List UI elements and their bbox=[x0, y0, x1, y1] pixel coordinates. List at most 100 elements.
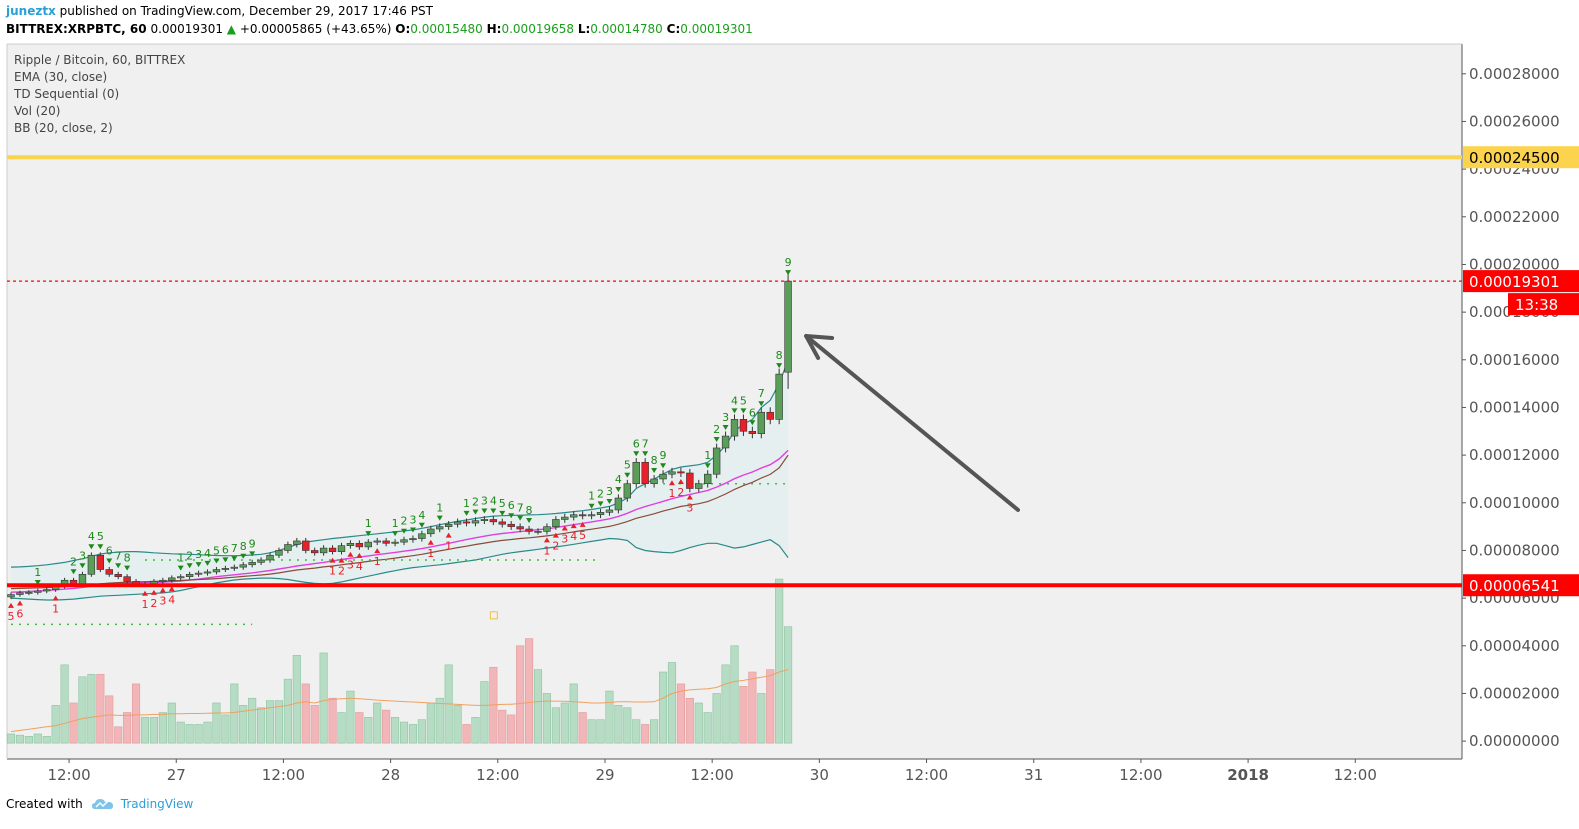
tradingview-logo-icon bbox=[91, 799, 113, 809]
td-count-label: 3 bbox=[79, 549, 86, 562]
candle bbox=[436, 526, 444, 530]
volume-bar bbox=[408, 724, 417, 744]
volume-bar bbox=[301, 683, 310, 744]
candle bbox=[293, 540, 301, 545]
td-up-triangle-icon bbox=[150, 589, 157, 595]
volume-bar bbox=[274, 700, 284, 744]
tradingview-link[interactable]: TradingView bbox=[120, 797, 194, 811]
td-down-triangle-icon bbox=[481, 508, 488, 514]
candle bbox=[409, 538, 417, 541]
x-tick-label: 2018 bbox=[1227, 766, 1269, 784]
volume-bar bbox=[507, 714, 516, 744]
symbol: BITTREX:XRPBTC, 60 bbox=[6, 22, 147, 36]
td-count-label: 2 bbox=[552, 540, 559, 553]
td-down-triangle-icon bbox=[731, 408, 738, 414]
td-count-label: 1 bbox=[588, 490, 595, 503]
td-count-label: 1 bbox=[177, 552, 184, 565]
volume-bar bbox=[248, 697, 257, 744]
volume-bar bbox=[176, 721, 185, 744]
volume-bar bbox=[587, 719, 596, 744]
candle bbox=[78, 573, 87, 585]
td-up-triangle-icon bbox=[579, 521, 586, 527]
countdown-label: 13:38 bbox=[1515, 296, 1558, 314]
legend-item: Vol (20) bbox=[14, 104, 60, 118]
candle bbox=[114, 573, 122, 577]
td-down-triangle-icon bbox=[249, 551, 256, 557]
td-count-label: 1 bbox=[427, 547, 434, 560]
candle bbox=[632, 461, 640, 485]
volume-bar bbox=[480, 681, 489, 744]
td-count-label: 4 bbox=[88, 530, 95, 543]
volume-bar bbox=[685, 697, 694, 744]
candle bbox=[507, 523, 515, 527]
candle bbox=[784, 280, 792, 373]
candle bbox=[266, 554, 274, 561]
up-triangle-icon: ▲ bbox=[226, 22, 237, 36]
volume-bar bbox=[373, 702, 382, 744]
x-tick-label: 30 bbox=[810, 766, 829, 784]
td-down-triangle-icon bbox=[606, 498, 613, 504]
candle bbox=[498, 521, 506, 525]
td-count-label: 3 bbox=[722, 411, 729, 424]
open-label: O: bbox=[395, 22, 411, 36]
candle bbox=[310, 550, 319, 554]
td-count-label: 6 bbox=[749, 406, 756, 419]
td-count-label: 1 bbox=[668, 487, 675, 500]
volume-bar bbox=[257, 707, 266, 744]
td-count-label: 2 bbox=[401, 515, 408, 528]
volume-bar bbox=[149, 716, 158, 744]
td-count-label: 3 bbox=[159, 594, 166, 607]
candle bbox=[212, 569, 221, 573]
td-count-label: 8 bbox=[124, 552, 131, 565]
candle bbox=[561, 516, 569, 520]
td-count-label: 1 bbox=[463, 497, 470, 510]
high-value: 0.00019658 bbox=[501, 22, 574, 36]
td-count-label: 1 bbox=[34, 566, 41, 579]
td-down-triangle-icon bbox=[499, 510, 506, 516]
candle bbox=[480, 519, 489, 521]
candle bbox=[418, 533, 426, 539]
td-count-label: 3 bbox=[347, 559, 354, 572]
td-up-triangle-icon bbox=[16, 600, 23, 606]
volume-bar bbox=[355, 712, 364, 744]
x-tick-label: 28 bbox=[381, 766, 400, 784]
td-down-triangle-icon bbox=[749, 420, 756, 426]
volume-bar bbox=[131, 683, 141, 744]
bb-basis-line bbox=[10, 449, 789, 593]
td-count-label: 9 bbox=[249, 537, 256, 550]
legend-item: EMA (30, close) bbox=[14, 70, 107, 84]
legend-item: Ripple / Bitcoin, 60, BITTREX bbox=[14, 53, 185, 67]
resistance-price-label: 0.00024500 bbox=[1469, 149, 1560, 167]
legend-item: TD Sequential (0) bbox=[13, 87, 119, 101]
td-count-label: 8 bbox=[240, 540, 247, 553]
volume-bar bbox=[605, 690, 614, 744]
author-link[interactable]: juneztx bbox=[6, 4, 56, 18]
close-label: C: bbox=[666, 22, 681, 36]
td-count-label: 8 bbox=[651, 454, 658, 467]
td-up-triangle-icon bbox=[570, 523, 577, 529]
y-tick-label: 0.00022000 bbox=[1469, 208, 1560, 226]
td-up-triangle-icon bbox=[329, 557, 336, 563]
td-count-label: 7 bbox=[231, 542, 238, 555]
td-count-label: 9 bbox=[660, 449, 667, 462]
td-count-label: 1 bbox=[392, 517, 399, 530]
volume-bar bbox=[158, 712, 167, 744]
x-tick-label: 12:00 bbox=[691, 766, 734, 784]
candle bbox=[168, 577, 176, 581]
bb-upper-line bbox=[10, 359, 789, 568]
publish-info: juneztx published on TradingView.com, De… bbox=[6, 4, 433, 18]
td-down-triangle-icon bbox=[124, 565, 131, 571]
td-count-label: 2 bbox=[597, 487, 604, 500]
volume-bar bbox=[382, 709, 391, 744]
volume-bar bbox=[596, 719, 605, 744]
candle bbox=[704, 473, 712, 485]
td-down-triangle-icon bbox=[106, 558, 113, 564]
td-down-triangle-icon bbox=[597, 501, 604, 507]
support-price-label: 0.00006541 bbox=[1469, 577, 1560, 595]
volume-bar bbox=[641, 724, 650, 744]
td-count-label: 4 bbox=[204, 547, 211, 560]
volume-bar bbox=[364, 716, 373, 744]
td-count-label: 2 bbox=[186, 549, 193, 562]
td-down-triangle-icon bbox=[365, 531, 372, 537]
